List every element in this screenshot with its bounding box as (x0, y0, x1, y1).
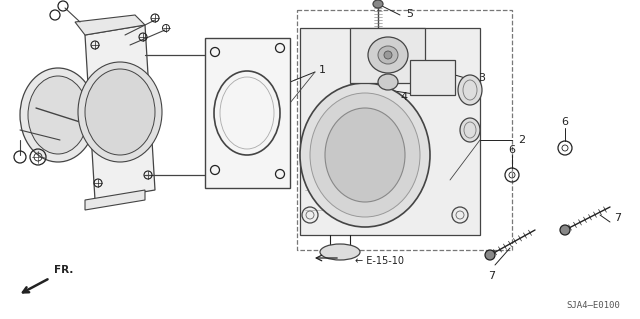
Ellipse shape (78, 62, 162, 162)
Ellipse shape (458, 75, 482, 105)
Ellipse shape (20, 68, 96, 162)
Text: SJA4–E0100: SJA4–E0100 (566, 300, 620, 309)
Ellipse shape (384, 51, 392, 59)
Polygon shape (85, 25, 155, 200)
Text: 4: 4 (400, 92, 407, 102)
Ellipse shape (28, 76, 88, 154)
Ellipse shape (368, 37, 408, 73)
Bar (410, 60, 455, 95)
Ellipse shape (320, 244, 360, 260)
Text: 7: 7 (488, 271, 495, 281)
Ellipse shape (560, 225, 570, 235)
Ellipse shape (310, 93, 420, 217)
Text: FR.: FR. (54, 265, 74, 275)
Text: 3: 3 (478, 73, 485, 83)
Ellipse shape (485, 250, 495, 260)
Ellipse shape (460, 118, 480, 142)
Text: 6: 6 (561, 117, 568, 127)
Ellipse shape (373, 0, 383, 8)
Text: 2: 2 (518, 135, 525, 145)
Text: 1: 1 (319, 65, 326, 75)
Ellipse shape (378, 46, 398, 64)
Polygon shape (300, 28, 480, 235)
Polygon shape (85, 190, 145, 210)
Text: ← E-15-10: ← E-15-10 (355, 256, 404, 266)
Bar (205, 38, 290, 188)
Ellipse shape (300, 83, 430, 227)
Bar (350, 28, 425, 83)
Ellipse shape (325, 108, 405, 202)
Text: 7: 7 (614, 213, 621, 223)
Ellipse shape (85, 69, 155, 155)
Polygon shape (75, 15, 145, 35)
Bar (297, 10, 512, 250)
Ellipse shape (378, 74, 398, 90)
Text: 6: 6 (509, 145, 515, 155)
Text: 5: 5 (406, 9, 413, 19)
